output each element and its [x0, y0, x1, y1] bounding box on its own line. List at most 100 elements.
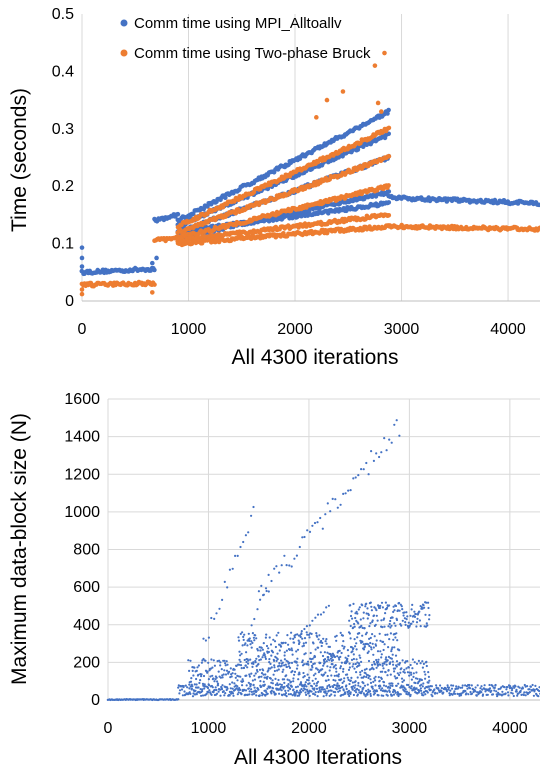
data-point	[246, 666, 249, 669]
data-point	[248, 675, 251, 678]
data-point	[363, 675, 366, 678]
data-point	[242, 540, 245, 544]
data-point	[361, 640, 364, 643]
data-point	[399, 693, 402, 696]
data-point	[398, 434, 401, 437]
data-point	[300, 630, 303, 633]
data-point	[223, 580, 226, 583]
data-point	[316, 695, 319, 698]
data-point	[372, 646, 375, 649]
data-point	[200, 661, 203, 664]
data-point	[514, 685, 517, 688]
data-point	[331, 497, 334, 500]
data-point	[303, 683, 307, 686]
series-0-points	[79, 107, 540, 277]
data-point	[340, 651, 343, 655]
data-point	[456, 687, 460, 690]
data-point	[328, 645, 331, 648]
block-size-chart-points	[106, 419, 540, 702]
data-point	[222, 673, 225, 676]
data-point	[248, 690, 251, 693]
data-point	[79, 264, 85, 269]
data-point	[386, 125, 392, 131]
data-point	[363, 693, 366, 696]
data-point	[382, 694, 385, 697]
data-point	[317, 646, 320, 649]
data-point	[409, 693, 412, 696]
data-point	[278, 683, 282, 686]
data-point	[369, 681, 373, 684]
data-point	[409, 663, 412, 667]
data-point	[421, 666, 424, 669]
data-point	[253, 692, 256, 695]
data-point	[483, 684, 486, 687]
data-point	[357, 689, 360, 692]
data-point	[491, 693, 495, 696]
data-point	[476, 684, 479, 687]
data-point	[205, 692, 208, 695]
data-point	[252, 661, 255, 664]
data-point	[279, 645, 283, 648]
data-point	[207, 683, 210, 686]
data-point	[267, 590, 270, 593]
data-point	[484, 690, 487, 693]
data-point	[371, 685, 374, 688]
data-point	[265, 589, 268, 593]
data-point	[356, 693, 359, 696]
data-point	[352, 653, 355, 656]
data-point	[400, 667, 403, 670]
data-point	[449, 689, 452, 692]
data-point	[376, 660, 379, 663]
y-tick-label: 1400	[64, 429, 100, 446]
data-point	[274, 683, 277, 686]
data-point	[398, 661, 401, 665]
data-point	[370, 646, 373, 649]
data-point	[354, 680, 357, 683]
data-point	[355, 671, 358, 674]
data-point	[210, 616, 213, 620]
data-point	[239, 545, 242, 549]
data-point	[351, 681, 354, 684]
data-point	[450, 687, 454, 690]
data-point	[532, 694, 536, 697]
data-point	[226, 687, 229, 690]
data-point	[392, 638, 395, 641]
y-tick-label: 1000	[64, 504, 100, 521]
data-point	[336, 655, 339, 658]
data-point	[511, 692, 514, 695]
data-point	[215, 676, 218, 679]
data-point	[191, 695, 195, 698]
data-point	[308, 636, 311, 639]
data-point	[257, 655, 260, 658]
data-point	[378, 679, 381, 682]
data-point	[398, 601, 401, 605]
data-point	[375, 609, 378, 612]
data-point	[415, 662, 419, 665]
data-point	[314, 677, 317, 680]
data-point	[324, 97, 330, 103]
data-point	[401, 619, 404, 622]
data-point	[322, 611, 325, 614]
data-point	[228, 690, 231, 693]
data-point	[389, 657, 392, 660]
data-point	[226, 586, 229, 589]
data-point	[347, 489, 350, 492]
data-point	[149, 290, 155, 295]
data-point	[528, 688, 531, 691]
data-point	[370, 609, 373, 612]
data-point	[351, 617, 354, 620]
data-point	[399, 671, 402, 674]
data-point	[517, 692, 520, 695]
data-point	[297, 634, 301, 637]
data-point	[529, 685, 533, 688]
data-point	[383, 643, 386, 646]
data-point	[287, 693, 290, 696]
data-point	[375, 639, 378, 642]
data-point	[348, 662, 351, 665]
data-point	[345, 684, 348, 687]
data-point	[453, 692, 457, 695]
data-point	[350, 646, 353, 649]
data-point	[481, 688, 484, 691]
data-point	[386, 674, 389, 677]
data-point	[195, 669, 198, 672]
